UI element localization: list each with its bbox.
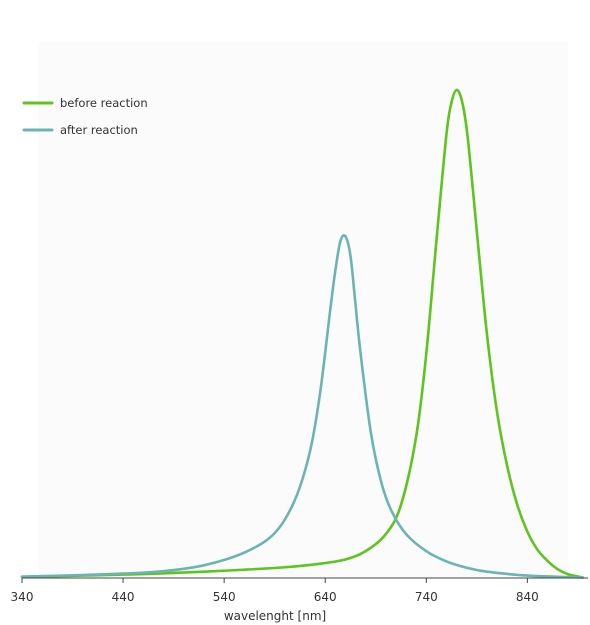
plot-background [38,42,568,577]
x-tick-label: 440 [112,590,135,604]
x-tick-label: 640 [314,590,337,604]
legend-label: after reaction [60,123,138,137]
x-tick-label: 540 [213,590,236,604]
x-tick-label: 740 [415,590,438,604]
legend-label: before reaction [60,96,148,110]
series-line-1 [20,234,585,579]
series-layer [20,88,585,579]
x-tick-label: 340 [11,590,34,604]
x-tick-label: 840 [516,590,539,604]
x-axis-label: wavelenght [nm] [224,609,326,623]
x-axis: 340 440 540 640 740 840 [11,577,588,604]
legend: before reaction after reaction [22,96,148,137]
series-line-0 [20,88,585,579]
